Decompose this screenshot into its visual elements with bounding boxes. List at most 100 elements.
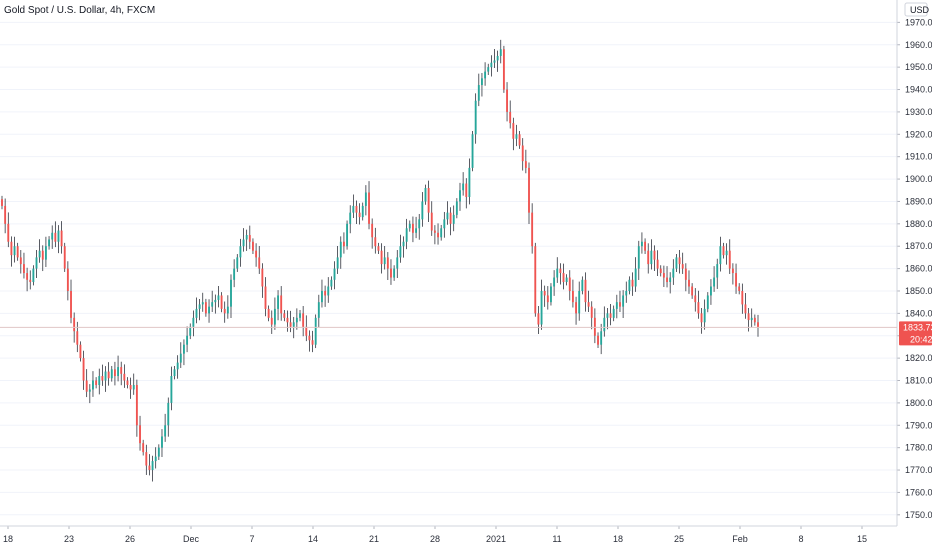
candle xyxy=(355,200,358,225)
candle-body xyxy=(474,100,477,135)
candle xyxy=(459,182,461,211)
x-tick-label: 18 xyxy=(613,534,623,544)
candle-body xyxy=(85,380,88,392)
candle xyxy=(176,355,179,379)
candle xyxy=(267,305,270,322)
candle xyxy=(634,257,637,292)
candle xyxy=(487,63,490,75)
y-tick-label: 1850.00 xyxy=(905,286,932,296)
candle-body xyxy=(1,199,3,206)
x-tick-label: 21 xyxy=(369,534,379,544)
candle xyxy=(524,149,527,174)
candle-body xyxy=(245,235,248,240)
candle xyxy=(399,234,402,263)
candle xyxy=(587,290,590,313)
candle-body xyxy=(465,183,468,197)
candle-body xyxy=(201,302,204,305)
candle xyxy=(546,286,549,310)
candle xyxy=(44,236,47,268)
candle-body xyxy=(512,123,515,139)
candle xyxy=(82,350,85,390)
candle xyxy=(92,371,94,397)
candle-body xyxy=(41,250,44,260)
candle xyxy=(16,242,19,261)
candle-body xyxy=(280,295,283,314)
x-tick-label: 18 xyxy=(3,534,13,544)
candle-body xyxy=(98,376,101,385)
candle-body xyxy=(261,268,264,287)
y-tick-label: 1970.00 xyxy=(905,17,932,27)
candle-body xyxy=(183,344,185,354)
candle xyxy=(242,228,245,252)
candle xyxy=(493,49,496,69)
candle-body xyxy=(418,219,421,229)
candle xyxy=(120,361,123,386)
candle xyxy=(675,254,678,272)
candle xyxy=(446,201,449,225)
candle-body xyxy=(113,369,116,377)
candle-body xyxy=(233,268,236,280)
candle-body xyxy=(277,295,279,309)
candle-body xyxy=(79,344,82,359)
candle xyxy=(104,366,107,392)
candle xyxy=(669,272,672,294)
candle-body xyxy=(29,279,32,283)
candle xyxy=(217,286,220,308)
candle-body xyxy=(383,257,386,265)
candle xyxy=(647,243,650,274)
candle xyxy=(54,221,57,248)
candle xyxy=(628,276,631,295)
candle-body xyxy=(716,264,719,278)
candle-body xyxy=(167,402,170,426)
candle xyxy=(396,250,399,278)
candle xyxy=(725,243,728,265)
candle-body xyxy=(468,167,471,197)
candle-body xyxy=(653,250,656,260)
candle xyxy=(640,232,643,254)
candle xyxy=(593,308,596,344)
candle-body xyxy=(578,290,581,314)
candle xyxy=(220,292,223,313)
candle xyxy=(302,305,305,337)
candle xyxy=(684,263,687,292)
candle-body xyxy=(154,456,157,462)
candle-body xyxy=(76,331,79,345)
candle-body xyxy=(289,322,292,327)
candle xyxy=(568,270,571,301)
candle-body xyxy=(148,465,151,471)
candle-body xyxy=(92,380,94,390)
candle-body xyxy=(368,192,370,224)
candle xyxy=(421,192,424,227)
candle xyxy=(70,279,72,324)
candle xyxy=(113,361,116,386)
candle xyxy=(402,236,405,258)
candle-body xyxy=(556,268,559,278)
currency-button[interactable]: USD xyxy=(904,2,930,17)
candle xyxy=(681,252,684,274)
price-axis[interactable]: 1750.00 1760.00 1770.00 1780.00 1790.00 1800.… xyxy=(897,17,932,520)
candle-body xyxy=(217,295,220,300)
candle-body xyxy=(490,62,493,68)
candle-body xyxy=(386,257,389,269)
candle-body xyxy=(230,279,232,307)
y-tick-label: 1860.00 xyxy=(905,264,932,274)
candle-body xyxy=(471,134,474,168)
candle-body xyxy=(267,308,270,318)
candle xyxy=(481,72,483,97)
candle-body xyxy=(675,257,678,269)
candle xyxy=(603,306,606,337)
candle xyxy=(264,277,267,317)
candle xyxy=(694,288,697,312)
candle xyxy=(411,216,414,243)
candle xyxy=(578,281,581,321)
x-tick-label: 25 xyxy=(674,534,684,544)
candle-body xyxy=(518,134,521,146)
candle xyxy=(600,323,603,355)
candle-body xyxy=(659,268,662,274)
candle xyxy=(418,213,421,240)
candle xyxy=(236,254,239,272)
candle xyxy=(735,263,737,294)
candle-body xyxy=(750,317,753,321)
